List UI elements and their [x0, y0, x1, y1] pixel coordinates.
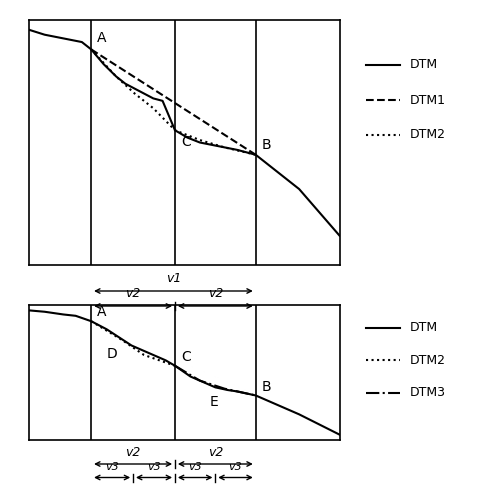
Text: v2: v2: [207, 446, 223, 458]
Text: v2: v2: [125, 287, 140, 300]
Text: v3: v3: [147, 462, 161, 472]
Text: DTM: DTM: [409, 58, 437, 71]
Text: v2: v2: [207, 287, 223, 300]
Text: B: B: [261, 138, 271, 152]
Text: DTM: DTM: [409, 321, 437, 334]
Text: C: C: [181, 350, 191, 364]
Text: v1: v1: [166, 272, 181, 285]
Text: DTM1: DTM1: [409, 94, 445, 106]
Text: v2: v2: [125, 446, 140, 458]
Text: E: E: [209, 396, 217, 409]
Text: D: D: [106, 347, 117, 361]
Text: B: B: [261, 380, 271, 394]
Text: A: A: [97, 30, 106, 44]
Text: v3: v3: [228, 462, 242, 472]
Text: DTM3: DTM3: [409, 386, 445, 399]
Text: A: A: [97, 304, 106, 318]
Text: v3: v3: [188, 462, 202, 472]
Text: v3: v3: [105, 462, 119, 472]
Text: DTM2: DTM2: [409, 128, 445, 141]
Text: C: C: [181, 135, 191, 149]
Text: DTM2: DTM2: [409, 354, 445, 366]
